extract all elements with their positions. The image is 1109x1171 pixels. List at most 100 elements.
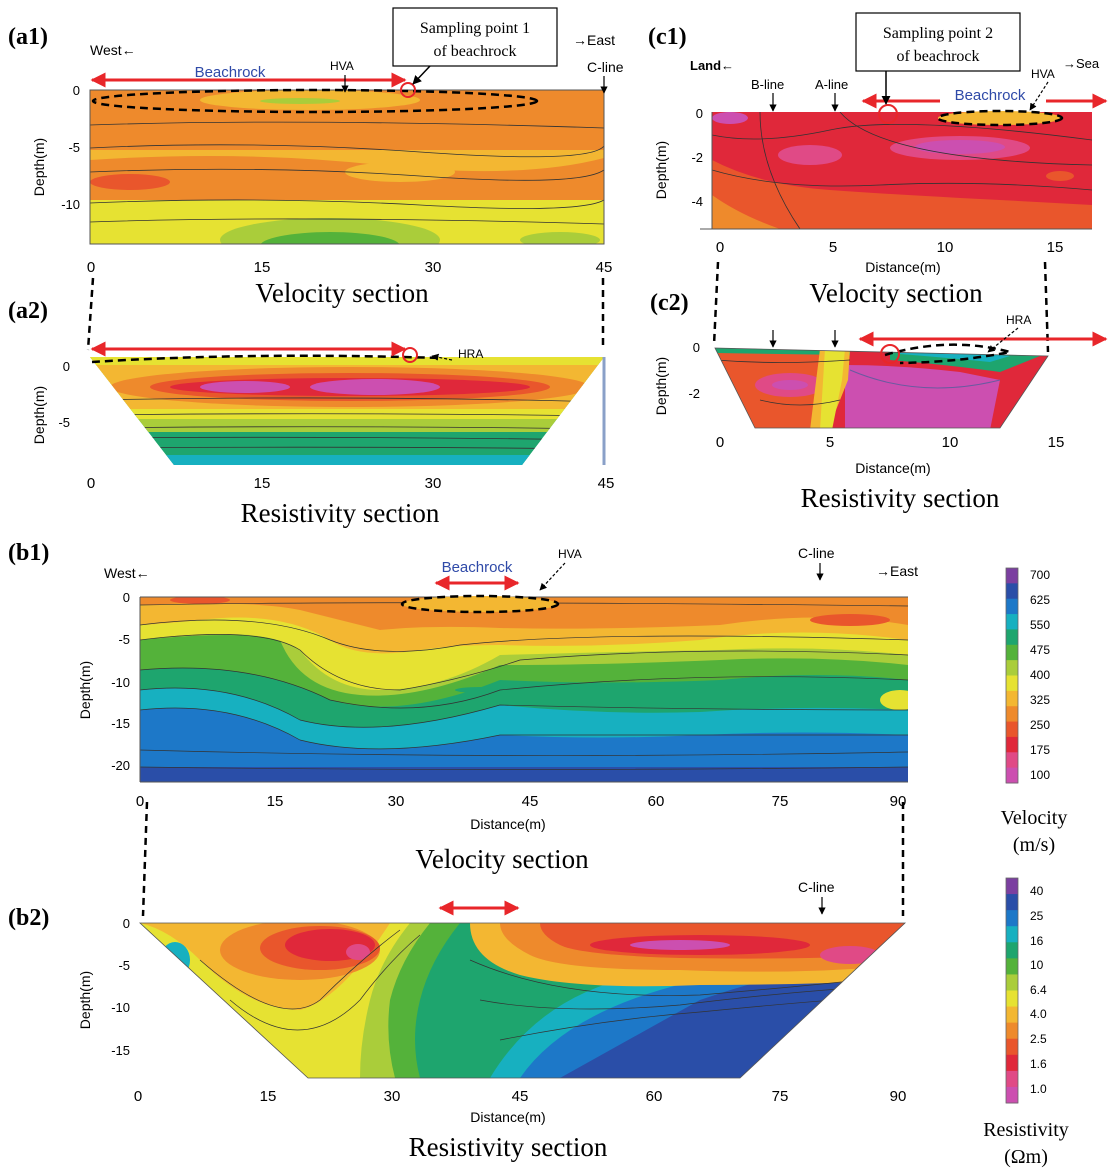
x-ticks: 0 5 10 15 [716,434,1065,451]
y-axis-label: Depth(m) [31,138,47,196]
velocity-contour-a1 [90,90,604,244]
beachrock-label: Beachrock [442,559,513,576]
svg-text:30: 30 [425,475,442,492]
resistivity-colorbar-swatch [1006,1086,1018,1104]
svg-text:15: 15 [254,259,271,276]
svg-text:2.5: 2.5 [1030,1032,1047,1046]
svg-text:-20: -20 [111,758,130,773]
b-line-label: B-line [751,77,784,92]
svg-text:-10: -10 [61,197,80,212]
west-label: West← [90,42,136,58]
svg-text:-10: -10 [111,675,130,690]
svg-text:16: 16 [1030,934,1044,948]
svg-text:-2: -2 [691,150,703,165]
callout-line-1: Sampling point 2 [883,25,993,42]
resistivity-colorbar-frame [1005,877,1019,1104]
hva-outline [936,109,1064,127]
resistivity-contour-a2 [90,357,604,465]
resistivity-colorbar-swatch [1006,1070,1018,1088]
panel-label: (c2) [650,290,689,316]
hva-outline [91,88,539,114]
west-label: West← [104,565,150,581]
panel-label: (b2) [8,905,49,931]
resistivity-colorbar-swatch [1006,1006,1018,1024]
svg-text:75: 75 [772,1088,789,1105]
velocity-colorbar-swatch [1006,660,1018,676]
velocity-colorbar-swatch [1006,568,1018,584]
svg-text:-5: -5 [118,632,130,647]
velocity-colorbar-swatch [1006,675,1018,692]
resistivity-colorbar-swatch [1006,910,1018,927]
x-ticks: 0 15 30 45 60 75 90 [136,793,907,810]
resistivity-legend-ticks: 40 25 16 10 6.4 4.0 2.5 1.6 1.0 [1030,884,1047,1096]
svg-text:15: 15 [1047,239,1064,256]
velocity-colorbar [1005,567,1019,784]
svg-text:0: 0 [73,83,80,98]
svg-text:0: 0 [123,916,130,931]
x-axis-label: Distance(m) [470,1109,545,1125]
velocity-colorbar-swatch [1006,767,1018,784]
resistivity-colorbar-swatch [1006,1022,1018,1040]
svg-text:15: 15 [1048,434,1065,451]
connector-line [712,261,720,346]
svg-text:-15: -15 [111,1043,130,1058]
svg-text:1.6: 1.6 [1030,1057,1047,1071]
svg-text:6.4: 6.4 [1030,983,1047,997]
resistivity-colorbar-swatch [1006,894,1018,911]
svg-text:10: 10 [937,239,954,256]
velocity-colorbar-swatch [1006,752,1018,769]
panel-label: (a2) [8,298,48,324]
section-caption: Velocity section [255,278,429,308]
callout-line-2: of beachrock [433,43,516,60]
resistivity-legend-unit: (Ωm) [1004,1146,1048,1168]
svg-text:4.0: 4.0 [1030,1007,1047,1021]
cline-label: C-line [587,59,624,75]
svg-text:-15: -15 [111,716,130,731]
svg-text:100: 100 [1030,768,1050,782]
svg-text:0: 0 [716,239,724,256]
beachrock-label: Beachrock [195,64,266,81]
velocity-colorbar-swatch [1006,598,1018,615]
y-ticks: 0 -2 [688,340,700,401]
hva-arrow [1029,81,1049,111]
velocity-contour-b1 [140,597,908,782]
svg-text:475: 475 [1030,643,1050,657]
velocity-contour-c1 [712,112,1092,229]
svg-text:60: 60 [646,1088,663,1105]
svg-text:0: 0 [123,590,130,605]
resistivity-colorbar-swatch [1006,958,1018,975]
svg-text:40: 40 [1030,884,1044,898]
svg-text:0: 0 [136,793,144,810]
hra-label: HRA [1006,313,1031,327]
callout-line-1: Sampling point 1 [420,20,530,37]
velocity-colorbar-swatch [1006,614,1018,630]
plot-frame [138,922,907,1079]
section-caption: Resistivity section [241,498,440,528]
velocity-colorbar-swatch [1006,706,1018,723]
plot-frame [714,347,1049,429]
y-axis-label: Depth(m) [653,357,669,415]
svg-text:10: 10 [1030,958,1044,972]
velocity-colorbar-swatch [1006,629,1018,646]
section-caption: Resistivity section [409,1132,608,1162]
svg-text:0: 0 [716,434,724,451]
svg-text:-5: -5 [58,415,70,430]
hva-arrow [539,562,566,591]
svg-text:30: 30 [425,259,442,276]
sampling-callout-box [855,12,1021,72]
svg-text:700: 700 [1030,568,1050,582]
svg-text:30: 30 [388,793,405,810]
y-axis-label: Depth(m) [31,386,47,444]
svg-text:0: 0 [87,475,95,492]
resistivity-colorbar-swatch [1006,1038,1018,1056]
svg-text:25: 25 [1030,909,1044,923]
svg-text:10: 10 [942,434,959,451]
svg-text:60: 60 [648,793,665,810]
sampling-callout-box [392,7,558,67]
sampling-point-marker [878,104,898,124]
hra-outline [91,354,441,364]
svg-text:45: 45 [512,1088,529,1105]
y-ticks: 0 -5 -10 -15 -20 [111,590,130,773]
resistivity-colorbar-swatch [1006,926,1018,943]
svg-text:45: 45 [596,259,613,276]
